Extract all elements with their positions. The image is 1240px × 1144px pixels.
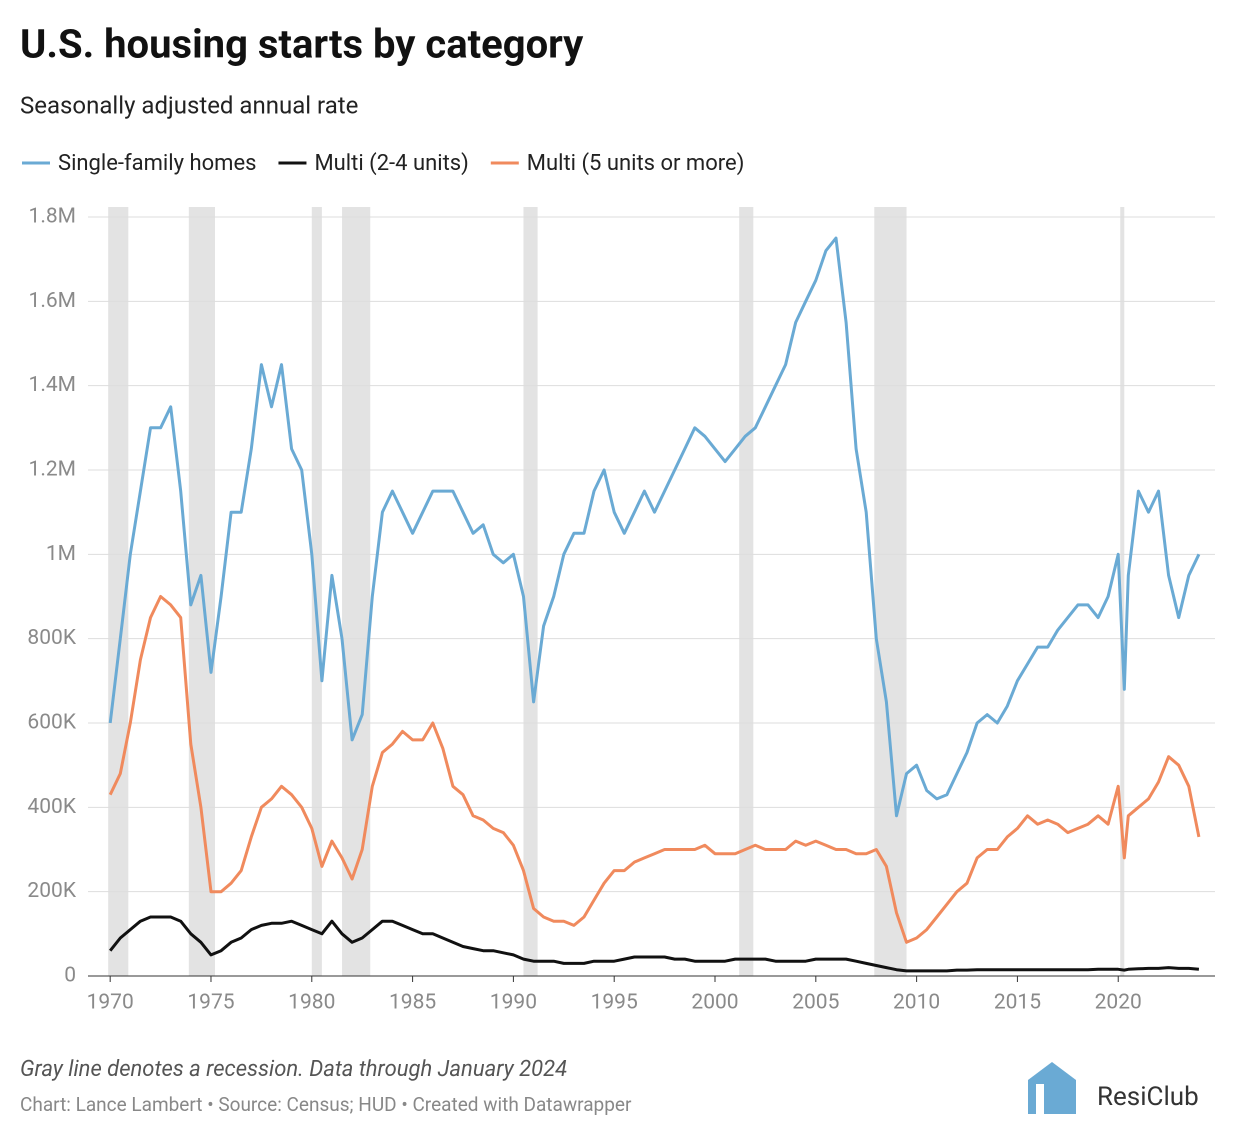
recession-band bbox=[311, 207, 322, 976]
x-tick-label: 2015 bbox=[994, 991, 1041, 1015]
y-tick-label: 800K bbox=[27, 626, 76, 650]
logo-icon bbox=[1028, 1062, 1076, 1114]
y-tick-label: 1.6M bbox=[29, 289, 76, 313]
x-tick-label: 1990 bbox=[490, 991, 537, 1015]
legend-label: Multi (2-4 units) bbox=[314, 151, 468, 176]
logo-text: ResiClub bbox=[1097, 1082, 1199, 1112]
y-tick-label: 200K bbox=[27, 879, 76, 903]
y-tick-label: 1.8M bbox=[29, 205, 76, 229]
logo: ResiClub bbox=[1028, 1062, 1199, 1114]
y-tick-label: 0 bbox=[64, 964, 76, 988]
x-tick-label: 1985 bbox=[389, 991, 436, 1015]
y-tick-label: 400K bbox=[27, 795, 76, 819]
series-line bbox=[108, 236, 1201, 818]
y-tick-label: 1.4M bbox=[29, 373, 76, 397]
source: Chart: Lance Lambert • Source: Census; H… bbox=[20, 1093, 632, 1116]
legend-label: Multi (5 units or more) bbox=[527, 151, 745, 176]
y-tick-label: 600K bbox=[27, 711, 76, 735]
x-tick-label: 2020 bbox=[1095, 991, 1142, 1015]
legend-label: Single-family homes bbox=[58, 151, 256, 176]
x-tick-label: 1970 bbox=[87, 991, 134, 1015]
recession-band bbox=[523, 207, 538, 976]
x-tick-label: 1975 bbox=[187, 991, 234, 1015]
x-tick-label: 1980 bbox=[288, 991, 335, 1015]
x-tick-label: 1995 bbox=[591, 991, 638, 1015]
recession-band bbox=[739, 207, 754, 976]
x-tick-label: 2010 bbox=[893, 991, 940, 1015]
y-tick-label: 1M bbox=[46, 542, 76, 566]
logo-icon bbox=[1036, 1084, 1044, 1114]
series-line bbox=[109, 915, 1200, 973]
y-tick-label: 1.2M bbox=[29, 458, 76, 482]
chart-title: U.S. housing starts by category bbox=[20, 21, 584, 68]
chart-subtitle: Seasonally adjusted annual rate bbox=[20, 91, 358, 119]
recession-band bbox=[108, 207, 129, 976]
recession-band bbox=[342, 207, 371, 976]
x-tick-label: 2005 bbox=[792, 991, 839, 1015]
note: Gray line denotes a recession. Data thro… bbox=[20, 1057, 567, 1082]
recession-band bbox=[1120, 207, 1125, 976]
recession-band bbox=[874, 207, 907, 976]
x-tick-label: 2000 bbox=[691, 991, 738, 1015]
series-line bbox=[108, 595, 1201, 944]
